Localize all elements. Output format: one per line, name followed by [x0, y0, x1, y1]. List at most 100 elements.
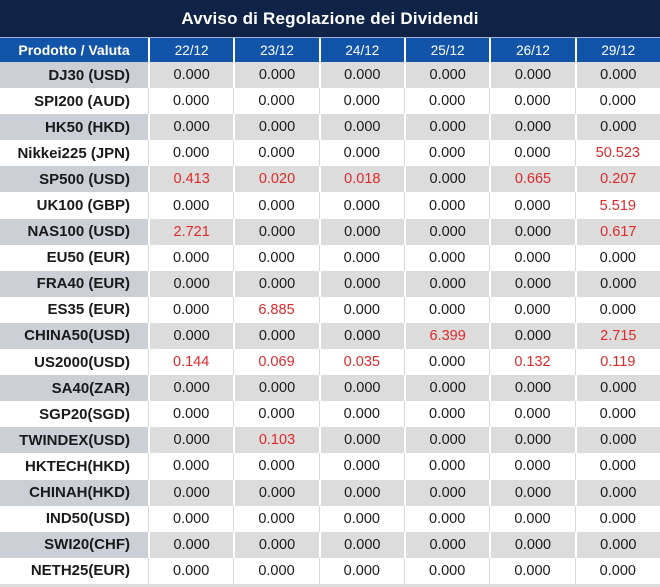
value-cell: 0.000: [489, 557, 574, 584]
value-cell: 0.000: [233, 479, 319, 506]
value-cell: 0.000: [318, 322, 404, 350]
value-cell: 2.715: [574, 322, 660, 350]
table-row: TWINDEX(USD) 0.000 0.103 0.000 0.000 0.000 0.0…: [0, 427, 660, 454]
table-row: CHINAH(HKD) 0.000 0.000 0.000 0.000 0.000 0.00…: [0, 479, 660, 506]
value-cell: 0.000: [489, 62, 575, 89]
table-row: DJ30 (USD) 0.000 0.000 0.000 0.000 0.000 0.000: [0, 62, 660, 89]
product-cell: US2000(USD): [34, 353, 130, 371]
value-cell: 0.000: [489, 427, 575, 454]
value-cell: 0.000: [318, 218, 404, 245]
value-cell: 0.000: [148, 322, 234, 350]
value-cell: 0.035: [318, 349, 404, 376]
value-cell: 0.000: [574, 557, 660, 584]
value-cell: 0.000: [318, 531, 404, 558]
value-cell: 0.000: [233, 375, 319, 402]
value-cell: 0.000: [148, 270, 234, 297]
value-cell: 0.000: [489, 140, 574, 167]
value-cell: 0.000: [489, 218, 575, 245]
product-cell: ES35 (EUR): [47, 301, 130, 319]
value-cell: 0.000: [233, 192, 318, 219]
product-cell: IND50(USD): [45, 510, 130, 528]
value-cell: 0.144: [148, 349, 233, 376]
value-cell: 0.000: [233, 62, 319, 89]
value-cell: 0.000: [403, 62, 490, 89]
product-cell: EU50 (EUR): [46, 249, 130, 267]
value-cell: 0.000: [318, 479, 404, 506]
value-cell: 0.000: [318, 140, 404, 167]
value-cell: 0.000: [489, 401, 574, 428]
table-row: NETH25(EUR) 0.000 0.000 0.000 0.000 0.000 0.00…: [0, 557, 660, 584]
value-cell: 0.132: [489, 349, 574, 376]
product-cell: DJ30 (USD): [0, 62, 148, 89]
value-cell: 0.000: [318, 296, 404, 323]
value-cell: 0.000: [489, 505, 574, 532]
value-cell: 50.523: [574, 140, 660, 167]
value-cell: 0.000: [148, 401, 233, 428]
value-cell: 0.000: [233, 244, 318, 271]
value-cell: 0.000: [233, 557, 318, 584]
page-title: Avviso di Regolazione dei Dividendi: [0, 0, 660, 37]
value-cell: 0.000: [574, 427, 660, 454]
value-cell: 0.000: [233, 140, 318, 167]
value-cell: 0.000: [148, 557, 233, 584]
value-cell: 0.000: [403, 557, 489, 584]
value-cell: 0.000: [489, 479, 575, 506]
value-cell: 6.885: [233, 296, 318, 323]
value-cell: 0.000: [403, 88, 489, 115]
table-row: NAS100 (USD) 2.721 0.000 0.000 0.000 0.000 0.6…: [0, 218, 660, 245]
value-cell: 0.000: [318, 401, 404, 428]
value-cell: 0.000: [318, 192, 404, 219]
value-cell: 0.000: [574, 88, 660, 115]
value-cell: 0.018: [318, 166, 404, 193]
value-cell: 0.000: [148, 62, 234, 89]
table-row: SP500 (USD) 0.413 0.020 0.018 0.000 0.665 0.20…: [0, 166, 660, 193]
value-cell: 0.000: [148, 140, 233, 167]
value-cell: 0.000: [233, 531, 319, 558]
value-cell: 0.413: [148, 166, 234, 193]
value-cell: 0.665: [489, 166, 575, 193]
value-cell: 0.000: [403, 479, 490, 506]
product-cell: CHINA50(USD): [0, 322, 148, 350]
value-cell: 0.000: [574, 375, 660, 402]
value-cell: 0.207: [574, 166, 660, 193]
value-cell: 0.000: [148, 114, 234, 141]
product-cell: SP500 (USD): [0, 166, 148, 193]
value-cell: 0.000: [148, 427, 234, 454]
value-cell: 0.000: [403, 531, 490, 558]
value-cell: 0.000: [403, 453, 489, 480]
product-cell: HK50 (HKD): [0, 114, 148, 141]
table-row: Nikkei225 (JPN) 0.000 0.000 0.000 0.000 0.000…: [0, 140, 660, 167]
value-cell: 0.000: [233, 114, 319, 141]
value-cell: 0.000: [233, 218, 319, 245]
value-cell: 0.000: [318, 270, 404, 297]
value-cell: 5.519: [574, 192, 660, 219]
value-cell: 0.000: [233, 453, 318, 480]
value-cell: 0.000: [489, 88, 574, 115]
value-cell: 0.000: [403, 401, 489, 428]
value-cell: 0.000: [403, 218, 490, 245]
value-cell: 0.000: [318, 62, 404, 89]
value-cell: 0.000: [403, 505, 489, 532]
value-cell: 0.000: [403, 166, 490, 193]
value-cell: 0.000: [403, 192, 489, 219]
value-cell: 0.000: [403, 244, 489, 271]
value-cell: 0.000: [318, 114, 404, 141]
value-cell: 0.000: [489, 244, 574, 271]
value-cell: 6.399: [403, 322, 490, 350]
value-cell: 0.000: [574, 505, 660, 532]
column-header-date-2: 23/12: [233, 38, 318, 62]
table-row: IND50(USD) 0.000 0.000 0.000 0.000 0.000 0.000: [0, 505, 660, 532]
value-cell: 0.000: [574, 62, 660, 89]
value-cell: 0.000: [148, 244, 233, 271]
value-cell: 0.000: [403, 270, 490, 297]
value-cell: 0.069: [233, 349, 318, 376]
value-cell: 0.000: [233, 270, 319, 297]
value-cell: 0.000: [148, 192, 233, 219]
table-header-row: Prodotto / Valuta 22/12 23/12 24/12 25/1…: [0, 37, 660, 62]
value-cell: 0.000: [574, 531, 660, 558]
value-cell: 0.000: [148, 375, 234, 402]
value-cell: 0.000: [318, 557, 404, 584]
column-header-product: Prodotto / Valuta: [18, 42, 130, 58]
column-header-date-1: 22/12: [148, 38, 233, 62]
